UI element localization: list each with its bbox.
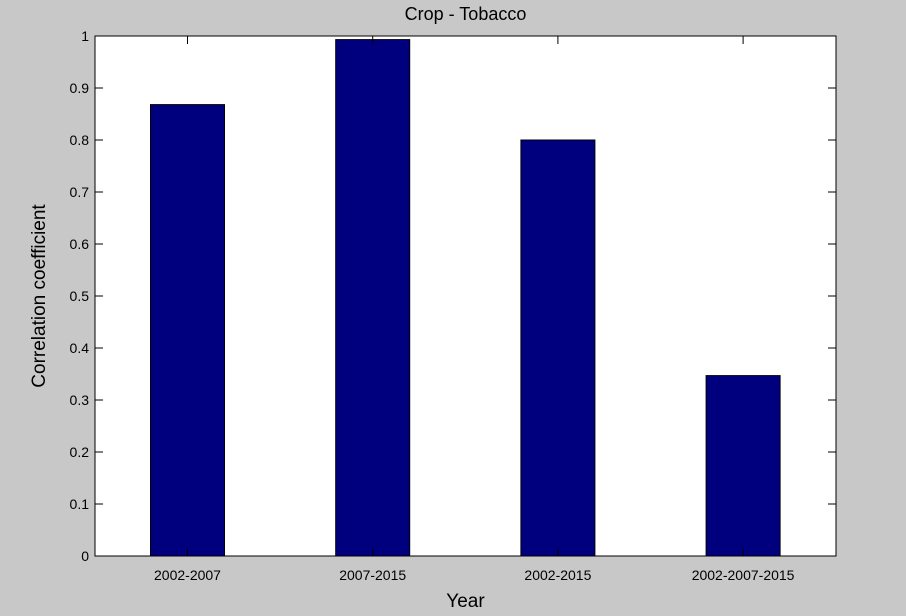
y-tick-label: 0.5 bbox=[70, 288, 90, 304]
x-tick-label: 2002-2015 bbox=[524, 567, 591, 583]
y-tick-label: 1 bbox=[81, 28, 89, 44]
x-tick-label: 2002-2007 bbox=[154, 567, 221, 583]
x-tick-label: 2002-2007-2015 bbox=[692, 567, 795, 583]
ticks-layer: 2002-2007 2007-2015 2002-2015 2002-2007-201… bbox=[70, 28, 836, 583]
plot-frame bbox=[94, 35, 837, 557]
y-tick-label: 0.8 bbox=[70, 132, 90, 148]
y-tick-label: 0.3 bbox=[70, 392, 90, 408]
y-tick-label: 0.7 bbox=[70, 184, 90, 200]
chart-title: Crop - Tobacco bbox=[405, 4, 527, 24]
bar-2002-2015 bbox=[520, 139, 596, 557]
bars-layer bbox=[150, 39, 781, 557]
bar-2002-2007 bbox=[150, 104, 225, 557]
y-tick-label: 0.4 bbox=[70, 340, 90, 356]
y-tick-label: 0.9 bbox=[70, 80, 90, 96]
y-tick-label: 0.6 bbox=[70, 236, 90, 252]
y-axis-label: Correlation coefficient bbox=[29, 204, 50, 388]
y-tick-label: 0.1 bbox=[70, 496, 90, 512]
x-axis-label: Year bbox=[446, 591, 485, 612]
y-tick-label: 0.2 bbox=[70, 444, 90, 460]
y-tick-label: 0 bbox=[81, 548, 89, 564]
bar-2002-2007-2015 bbox=[705, 375, 781, 557]
x-tick-label: 2007-2015 bbox=[339, 567, 406, 583]
bar-2007-2015 bbox=[335, 39, 411, 557]
